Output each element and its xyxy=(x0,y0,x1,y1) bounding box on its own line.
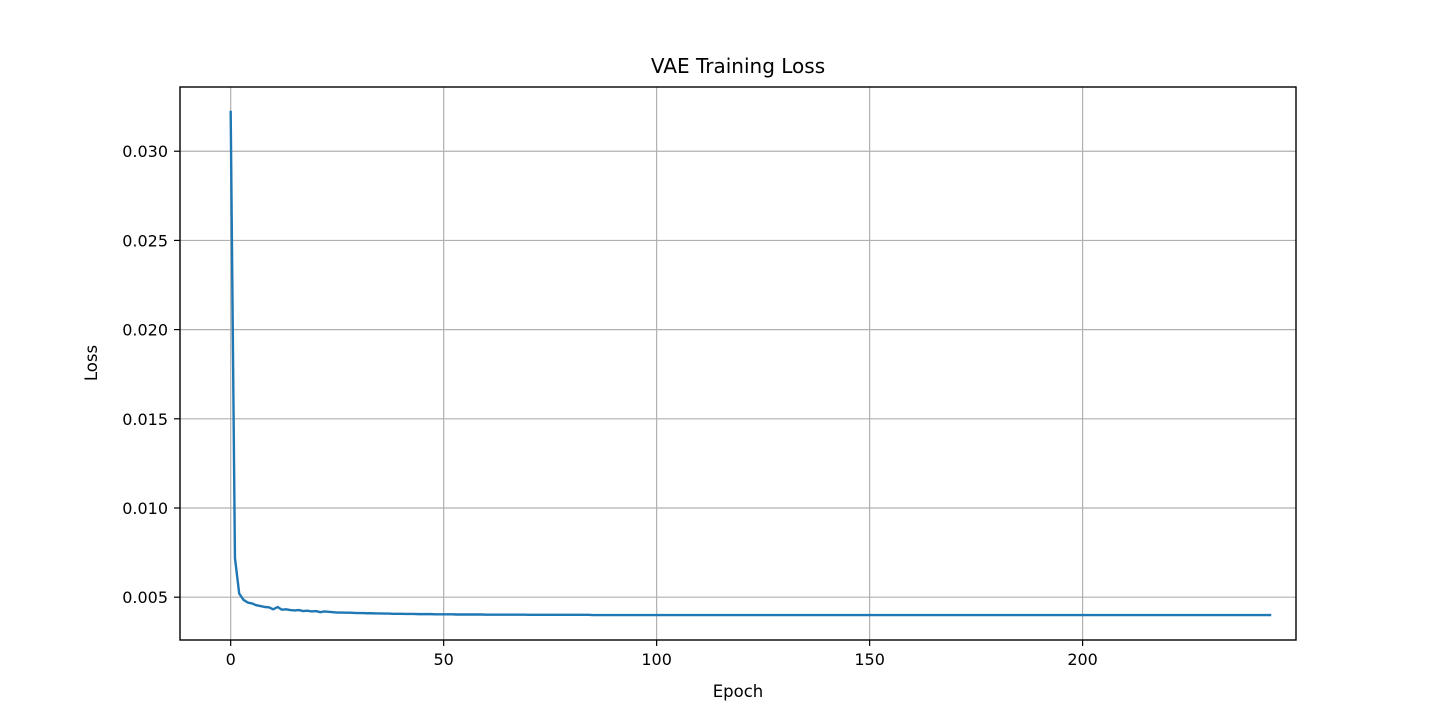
x-axis-ticks: 0 50 100 150 200 xyxy=(226,640,1098,669)
x-tick-label: 0 xyxy=(226,650,236,669)
x-tick-label: 50 xyxy=(433,650,453,669)
y-tick-label: 0.010 xyxy=(122,499,168,518)
y-axis-ticks: 0.005 0.010 0.015 0.020 0.025 0.030 xyxy=(122,142,180,607)
loss-series-line xyxy=(229,110,1272,617)
x-tick-label: 150 xyxy=(854,650,885,669)
y-tick-label: 0.030 xyxy=(122,142,168,161)
x-axis-label: Epoch xyxy=(713,682,764,701)
y-tick-label: 0.005 xyxy=(122,588,168,607)
y-tick-label: 0.020 xyxy=(122,321,168,340)
series-layer xyxy=(229,110,1272,617)
y-tick-label: 0.025 xyxy=(122,231,168,250)
x-tick-label: 200 xyxy=(1067,650,1098,669)
y-tick-label: 0.015 xyxy=(122,410,168,429)
x-tick-label: 100 xyxy=(641,650,672,669)
plot-frame xyxy=(179,86,1297,641)
chart-title: VAE Training Loss xyxy=(651,54,825,78)
grid xyxy=(180,87,1296,640)
y-axis-label: Loss xyxy=(82,345,101,381)
